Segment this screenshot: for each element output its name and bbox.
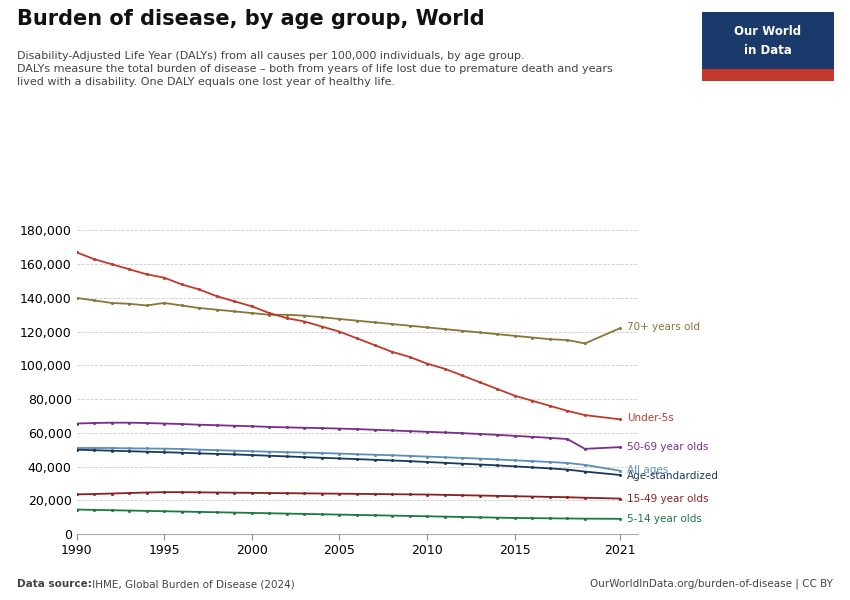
Text: Data source:: Data source: <box>17 579 92 589</box>
Text: Disability-Adjusted Life Year (DALYs) from all causes per 100,000 individuals, b: Disability-Adjusted Life Year (DALYs) fr… <box>17 51 524 61</box>
Text: DALYs measure the total burden of disease – both from years of life lost due to : DALYs measure the total burden of diseas… <box>17 64 613 74</box>
FancyBboxPatch shape <box>702 12 834 81</box>
Text: 70+ years old: 70+ years old <box>627 322 700 332</box>
Text: All ages: All ages <box>627 465 668 475</box>
Text: Under-5s: Under-5s <box>627 413 674 424</box>
Text: Our World: Our World <box>734 25 802 38</box>
Text: OurWorldInData.org/burden-of-disease | CC BY: OurWorldInData.org/burden-of-disease | C… <box>590 578 833 589</box>
Text: Age-standardized: Age-standardized <box>627 472 719 481</box>
Text: 15-49 year olds: 15-49 year olds <box>627 494 709 503</box>
Bar <box>702 68 834 81</box>
Text: Burden of disease, by age group, World: Burden of disease, by age group, World <box>17 9 484 29</box>
Text: lived with a disability. One DALY equals one lost year of healthy life.: lived with a disability. One DALY equals… <box>17 77 395 88</box>
Text: 5-14 year olds: 5-14 year olds <box>627 514 702 524</box>
Text: IHME, Global Burden of Disease (2024): IHME, Global Burden of Disease (2024) <box>89 579 295 589</box>
Text: in Data: in Data <box>744 44 792 57</box>
Text: 50-69 year olds: 50-69 year olds <box>627 442 708 452</box>
